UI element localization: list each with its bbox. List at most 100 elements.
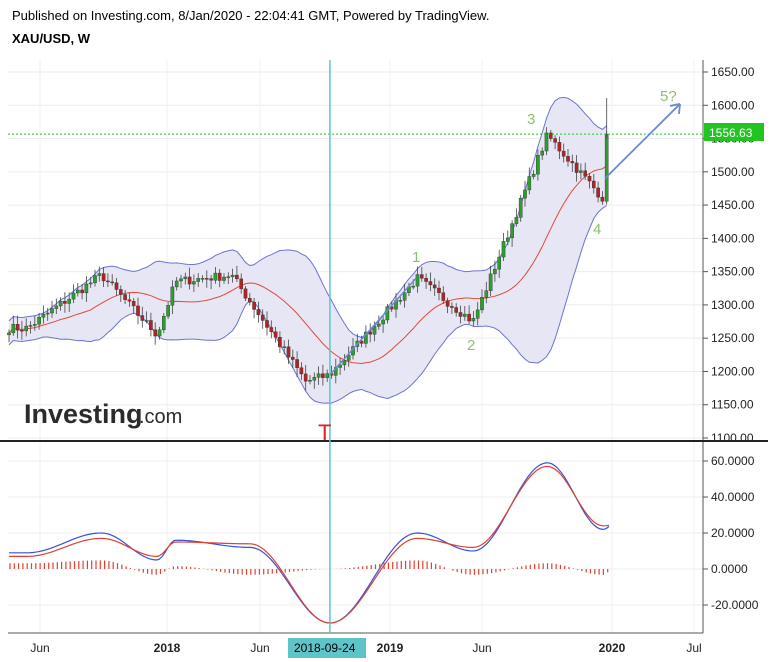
last-price-label: 1556.63 <box>704 123 764 141</box>
candle-body <box>527 176 532 191</box>
candle-body <box>286 346 291 358</box>
candle-body <box>557 142 562 152</box>
candle-body <box>402 292 407 301</box>
candle-body <box>480 297 484 311</box>
macd-panel <box>9 462 610 624</box>
candle-body <box>101 273 106 282</box>
candle-body <box>273 331 278 338</box>
candle-body <box>579 170 583 173</box>
time-tick-label: 2018 <box>154 641 181 655</box>
candle-body <box>295 359 299 368</box>
candle-body <box>592 180 596 189</box>
time-tick-label: Jun <box>30 641 49 655</box>
candle-body <box>303 373 308 382</box>
candle-body <box>450 306 454 308</box>
macd-tick-label: 40.0000 <box>711 490 755 504</box>
macd-line-1 <box>9 465 610 624</box>
candle-body <box>325 373 330 378</box>
candle-body <box>583 170 587 177</box>
candle-body <box>136 305 140 316</box>
candle-body <box>196 278 201 282</box>
band-fill <box>9 97 607 404</box>
candle-body <box>235 274 239 280</box>
candle-body <box>200 278 205 280</box>
candle-body <box>260 314 265 321</box>
time-tick-label: 2020 <box>599 641 626 655</box>
candle-body <box>252 301 256 310</box>
candle-body <box>174 280 179 288</box>
candle-body <box>342 360 347 366</box>
candle-body <box>131 301 136 307</box>
candle-body <box>385 306 390 321</box>
candle-body <box>531 173 536 177</box>
candle-body <box>445 300 450 307</box>
symbol-title: XAU/USD, W <box>12 31 90 46</box>
candle-body <box>463 313 467 317</box>
axes: 1650.001600.001550.001500.001450.001400.… <box>0 60 768 655</box>
candle-body <box>144 320 149 322</box>
candle-body <box>41 313 46 318</box>
candle-body <box>514 217 519 224</box>
candle-body <box>368 331 373 335</box>
candle-body <box>239 278 244 290</box>
upper-band <box>8 96 608 339</box>
candle-body <box>570 161 575 164</box>
price-tick-label: 1100.00 <box>711 431 754 445</box>
candle-body <box>458 312 463 317</box>
watermark: Investing .com <box>24 399 182 429</box>
arrow-head <box>669 103 681 115</box>
candle-body <box>415 274 420 287</box>
lower-band <box>8 205 607 404</box>
candle-body <box>536 154 540 175</box>
candle-body <box>15 324 20 331</box>
candle-body <box>209 278 213 281</box>
candle-body <box>454 307 459 313</box>
candle-body <box>497 256 502 270</box>
candle-body <box>553 138 557 143</box>
candle-body <box>192 281 196 285</box>
time-tick-label: Jul <box>686 641 701 655</box>
candle-body <box>282 346 287 348</box>
price-tick-label: 1350.00 <box>711 265 755 279</box>
candle-body <box>377 323 381 327</box>
candle-body <box>506 237 510 242</box>
annotations: 1 2 3 4 5? T <box>318 88 681 445</box>
candle-body <box>183 276 188 280</box>
candle-body <box>523 189 527 199</box>
candle-body <box>411 285 416 288</box>
candle-body <box>37 316 41 325</box>
price-tick-label: 1300.00 <box>711 298 755 312</box>
candle-body <box>161 316 166 331</box>
candle-body <box>97 273 102 276</box>
wave-label-1: 1 <box>412 249 420 266</box>
candle-body <box>166 305 170 317</box>
candle-body <box>269 327 274 332</box>
price-tick-label: 1200.00 <box>711 364 755 378</box>
candle-body <box>153 329 158 337</box>
candle-body <box>45 312 50 315</box>
candle-body <box>28 325 33 327</box>
candle-body <box>540 150 544 156</box>
candle-body <box>488 273 493 291</box>
candle-body <box>93 275 97 284</box>
candle-body <box>398 300 403 302</box>
candle-body <box>381 319 385 325</box>
candle-body <box>118 289 123 295</box>
price-tick-label: 1500.00 <box>711 165 755 179</box>
candle-body <box>372 326 377 335</box>
candle-body <box>243 288 248 299</box>
candle-body <box>312 377 317 381</box>
candle-body <box>127 299 132 302</box>
candle-body <box>471 318 476 322</box>
candle-body <box>467 313 471 322</box>
candle-body <box>71 292 76 300</box>
candle-body <box>63 300 67 304</box>
candle-body <box>140 315 145 321</box>
candle-body <box>424 278 428 282</box>
candle-body <box>493 268 497 275</box>
candle-body <box>420 274 424 279</box>
candle-body <box>265 320 269 328</box>
grid <box>8 60 703 633</box>
candle-body <box>364 331 368 344</box>
